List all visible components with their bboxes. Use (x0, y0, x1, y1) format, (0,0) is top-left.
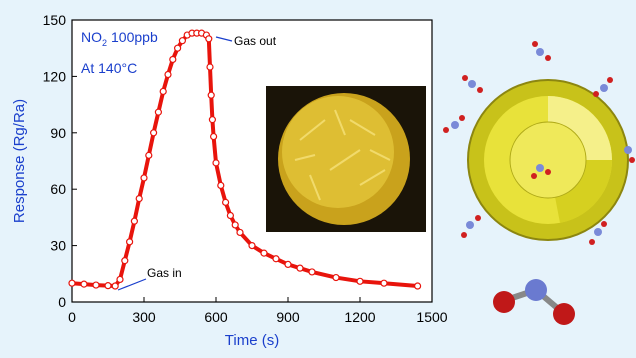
page: {"chart_data": {"type": "line", "xlabel"… (0, 0, 636, 358)
data-point (208, 92, 214, 98)
conc: 100ppb (111, 29, 158, 45)
data-point (141, 175, 147, 181)
gas: NO (81, 29, 102, 45)
data-point (136, 196, 142, 202)
y-tick-label: 30 (50, 238, 66, 254)
y-axis-label: Response (Rg/Ra) (11, 99, 28, 223)
data-point (93, 282, 99, 288)
gas-out-label: Gas out (234, 34, 277, 48)
data-point (155, 109, 161, 115)
x-tick-label: 600 (204, 309, 228, 325)
sphere-illustration (468, 80, 628, 240)
data-point (175, 45, 181, 51)
data-point (357, 278, 363, 284)
temp-label: At 140°C (81, 60, 137, 76)
data-point (146, 152, 152, 158)
x-tick-label: 1500 (416, 309, 447, 325)
gas-sub: 2 (102, 38, 107, 48)
data-point (127, 239, 133, 245)
data-point (170, 56, 176, 62)
data-point (223, 199, 229, 205)
data-point (218, 182, 224, 188)
data-point (209, 117, 215, 123)
x-tick-label: 1200 (344, 309, 375, 325)
chart: NO2 100ppb At 140°C Gas out Gas in Time (… (0, 0, 636, 353)
gas-in-label: Gas in (147, 266, 182, 280)
y-tick-label: 0 (58, 294, 66, 310)
data-point (207, 64, 213, 70)
data-point (122, 258, 128, 264)
data-point (285, 261, 291, 267)
data-point (227, 213, 233, 219)
x-tick-label: 0 (68, 309, 76, 325)
data-point (415, 283, 421, 289)
data-point (261, 250, 267, 256)
sem-inset (266, 86, 426, 232)
data-point (105, 283, 111, 289)
data-point (117, 276, 123, 282)
data-point (165, 72, 171, 78)
data-point (381, 280, 387, 286)
y-tick-label: 60 (50, 181, 66, 197)
x-tick-label: 900 (276, 309, 300, 325)
data-point (69, 280, 75, 286)
data-point (273, 256, 279, 262)
y-tick-label: 150 (43, 12, 67, 28)
data-point (249, 243, 255, 249)
x-tick-label: 300 (132, 309, 156, 325)
data-point (81, 281, 87, 287)
data-point (211, 134, 217, 140)
data-point (151, 130, 157, 136)
data-point (309, 269, 315, 275)
data-point (232, 222, 238, 228)
data-point (213, 160, 219, 166)
x-axis-label: Time (s) (225, 332, 279, 349)
y-tick-label: 120 (43, 68, 67, 84)
data-point (160, 88, 166, 94)
data-point (179, 38, 185, 44)
data-point (297, 265, 303, 271)
data-point (237, 229, 243, 235)
data-point (333, 275, 339, 281)
y-tick-label: 90 (50, 125, 66, 141)
data-point (206, 36, 212, 42)
data-point (131, 218, 137, 224)
data-point (112, 283, 118, 289)
